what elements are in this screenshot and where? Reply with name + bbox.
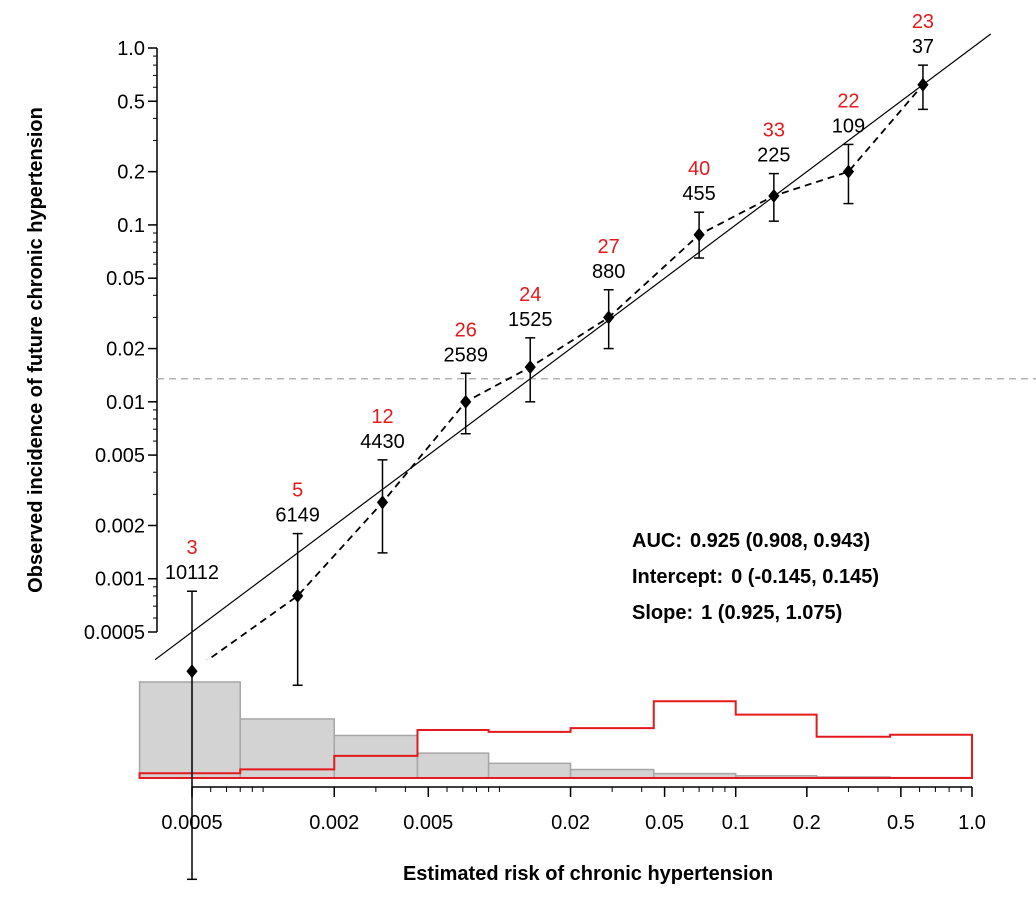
histogram-bar-all [239, 718, 336, 779]
stats-annotation: AUC: 0.925 (0.908, 0.943) Intercept: 0 (-0.… [632, 530, 879, 624]
sample-count-label: 6149 [275, 505, 320, 527]
x-tick-label: 0.02 [551, 812, 590, 834]
x-axis: 0.0005 0.002 0.005 0.02 0.05 0.1 0.2 0.5 1.0 [161, 786, 986, 834]
stat-row: Intercept: 0 (-0.145, 0.145) [632, 566, 879, 588]
y-tick-label: 0.05 [106, 268, 145, 290]
stat-value: 0 (-0.145, 0.145) [731, 566, 879, 588]
histogram-bar-all [487, 762, 572, 779]
risk-histogram [138, 681, 973, 779]
x-tick-label: 0.05 [645, 812, 684, 834]
observed-trend-line [206, 84, 924, 660]
event-count-label: 40 [688, 158, 710, 180]
y-axis: 1.0 0.5 0.2 0.1 0.05 0.02 0.01 0.005 0.002 0.001 0… [84, 38, 158, 644]
sample-count-label: 1525 [508, 309, 553, 331]
ideal-calibration-line [155, 33, 992, 660]
y-tick-label: 0.001 [95, 569, 145, 591]
stat-value: 1 (0.925, 1.075) [701, 602, 842, 624]
y-tick-label: 0.01 [106, 392, 145, 414]
data-point [460, 394, 472, 409]
event-count-label: 33 [763, 120, 785, 142]
event-count-label: 24 [519, 284, 541, 306]
data-point [186, 664, 198, 679]
data-point [768, 188, 780, 203]
y-tick-label: 0.005 [95, 445, 145, 467]
y-axis-title: Observed incidence of future chronic hyp… [25, 107, 47, 593]
data-point [292, 588, 304, 603]
calibration-points: 10112 3 6149 5 4430 12 2589 26 1525 24 880 27 455 40 2… [165, 11, 934, 881]
plot-lines [155, 33, 1036, 660]
y-tick-label: 1.0 [117, 38, 145, 60]
sample-count-label: 225 [757, 145, 790, 167]
histogram-bar-all [416, 752, 490, 779]
sample-count-label: 37 [912, 36, 934, 58]
sample-count-label: 109 [832, 115, 865, 137]
y-tick-label: 0.0005 [84, 622, 145, 644]
data-point [917, 77, 929, 92]
histogram-events-outline [138, 700, 973, 779]
event-count-label: 12 [371, 406, 393, 428]
data-point [842, 164, 855, 179]
histogram-bar-all [138, 681, 241, 779]
sample-count-label: 2589 [443, 344, 488, 366]
stat-value: 0.925 (0.908, 0.943) [690, 530, 870, 552]
sample-count-label: 4430 [360, 431, 405, 453]
x-tick-label: 1.0 [958, 812, 986, 834]
histogram-bar-all [569, 768, 655, 779]
event-count-label: 23 [912, 11, 934, 33]
event-count-label: 3 [186, 537, 197, 559]
x-tick-label: 0.5 [887, 812, 915, 834]
event-count-label: 5 [292, 480, 303, 502]
x-tick-label: 0.1 [722, 812, 750, 834]
data-point [376, 495, 389, 510]
x-tick-label: 0.2 [793, 812, 821, 834]
x-axis-title: Estimated risk of chronic hypertension [403, 863, 773, 885]
stat-row: Slope: 1 (0.925, 1.075) [632, 602, 842, 624]
event-count-label: 26 [455, 319, 477, 341]
data-point [603, 310, 615, 325]
y-tick-label: 0.02 [106, 339, 145, 361]
sample-count-label: 10112 [165, 562, 219, 584]
data-point [524, 360, 536, 375]
event-count-label: 27 [598, 236, 620, 258]
y-tick-label: 0.1 [117, 215, 145, 237]
data-point [693, 227, 705, 242]
x-tick-label: 0.002 [309, 812, 359, 834]
event-count-label: 22 [837, 90, 859, 112]
stat-row: AUC: 0.925 (0.908, 0.943) [632, 530, 870, 552]
sample-count-label: 880 [592, 261, 625, 283]
x-tick-label: 0.005 [403, 812, 453, 834]
y-tick-label: 0.2 [117, 162, 145, 184]
y-tick-label: 0.5 [117, 91, 145, 113]
sample-count-label: 455 [682, 183, 715, 205]
y-tick-label: 0.002 [95, 515, 145, 537]
